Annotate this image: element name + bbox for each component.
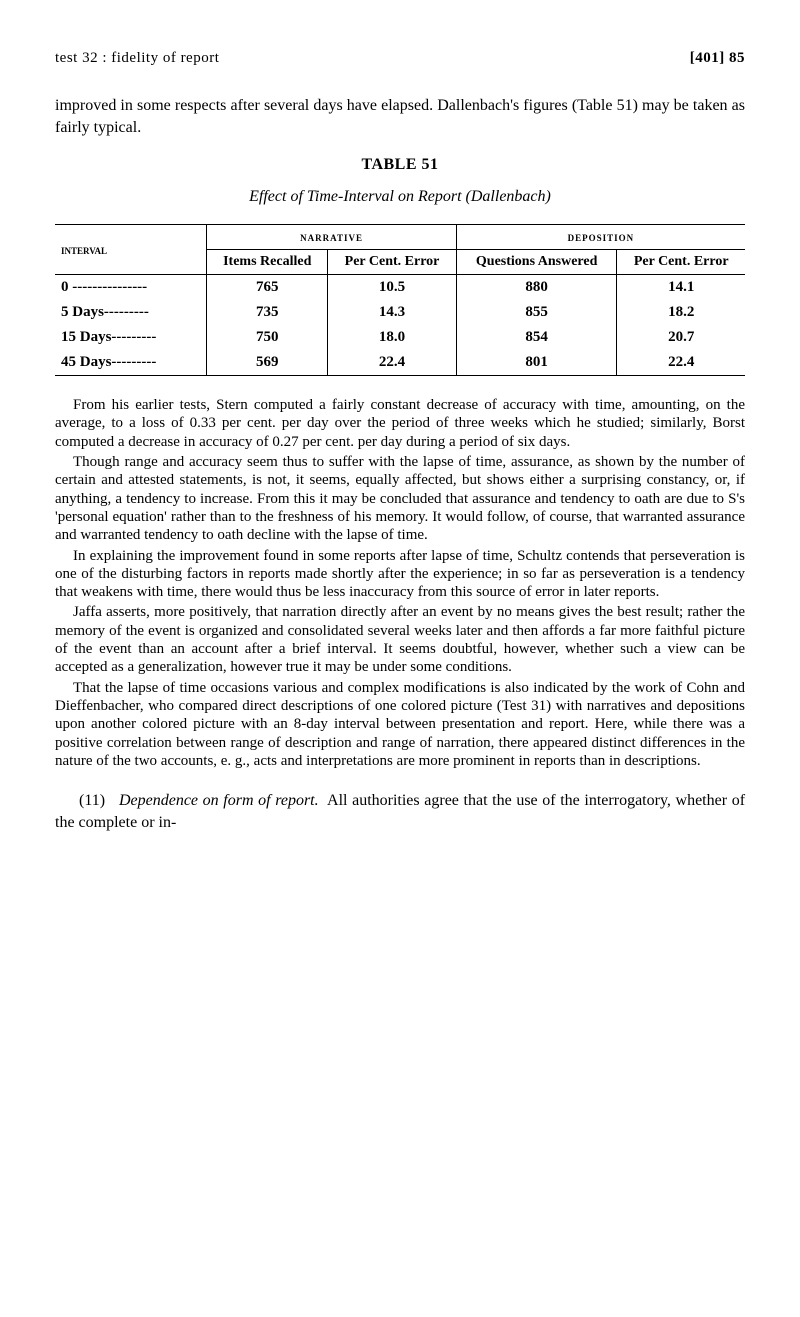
- data-cell: 22.4: [617, 350, 745, 376]
- data-cell: 22.4: [328, 350, 457, 376]
- table-row: 15 Days--------- 750 18.0 854 20.7: [55, 325, 745, 350]
- table-caption: Effect of Time-Interval on Report (Dalle…: [55, 188, 745, 206]
- header-right: [401] 85: [690, 50, 745, 67]
- data-cell: 750: [207, 325, 328, 350]
- data-cell: 569: [207, 350, 328, 376]
- data-cell: 855: [456, 300, 617, 325]
- data-cell: 765: [207, 275, 328, 301]
- data-cell: 880: [456, 275, 617, 301]
- table-row: 5 Days--------- 735 14.3 855 18.2: [55, 300, 745, 325]
- interval-header: interval: [55, 225, 207, 275]
- intro-paragraph: improved in some respects after several …: [55, 95, 745, 138]
- data-cell: 18.2: [617, 300, 745, 325]
- body-paragraph: That the lapse of time occasions various…: [55, 679, 745, 770]
- body-paragraph: Jaffa asserts, more positively, that nar…: [55, 603, 745, 676]
- data-cell: 10.5: [328, 275, 457, 301]
- data-cell: 854: [456, 325, 617, 350]
- table-row: 45 Days--------- 569 22.4 801 22.4: [55, 350, 745, 376]
- running-header: test 32 : fidelity of report [401] 85: [55, 50, 745, 67]
- col-items-recalled: Items Recalled: [207, 250, 328, 275]
- body-paragraph: In explaining the improvement found in s…: [55, 547, 745, 602]
- table-row: 0 --------------- 765 10.5 880 14.1: [55, 275, 745, 301]
- data-cell: 18.0: [328, 325, 457, 350]
- data-table: interval narrative deposition Items Reca…: [55, 224, 745, 376]
- interval-cell: 15 Days---------: [55, 325, 207, 350]
- body-paragraph: Though range and accuracy seem thus to s…: [55, 453, 745, 544]
- group-header-narrative: narrative: [207, 225, 457, 250]
- header-left: test 32 : fidelity of report: [55, 50, 219, 67]
- data-cell: 801: [456, 350, 617, 376]
- table-title: TABLE 51: [55, 156, 745, 174]
- col-pct-error-2: Per Cent. Error: [617, 250, 745, 275]
- interval-cell: 45 Days---------: [55, 350, 207, 376]
- body-paragraph: From his earlier tests, Stern computed a…: [55, 396, 745, 451]
- section-title: Dependence on form of report.: [119, 792, 319, 809]
- col-questions-answered: Questions Answered: [456, 250, 617, 275]
- data-cell: 20.7: [617, 325, 745, 350]
- interval-cell: 5 Days---------: [55, 300, 207, 325]
- data-cell: 735: [207, 300, 328, 325]
- group-header-deposition: deposition: [456, 225, 745, 250]
- data-cell: 14.1: [617, 275, 745, 301]
- section-11: (11) Dependence on form of report. All a…: [55, 790, 745, 833]
- interval-cell: 0 ---------------: [55, 275, 207, 301]
- data-cell: 14.3: [328, 300, 457, 325]
- col-pct-error-1: Per Cent. Error: [328, 250, 457, 275]
- section-number: (11): [79, 792, 105, 809]
